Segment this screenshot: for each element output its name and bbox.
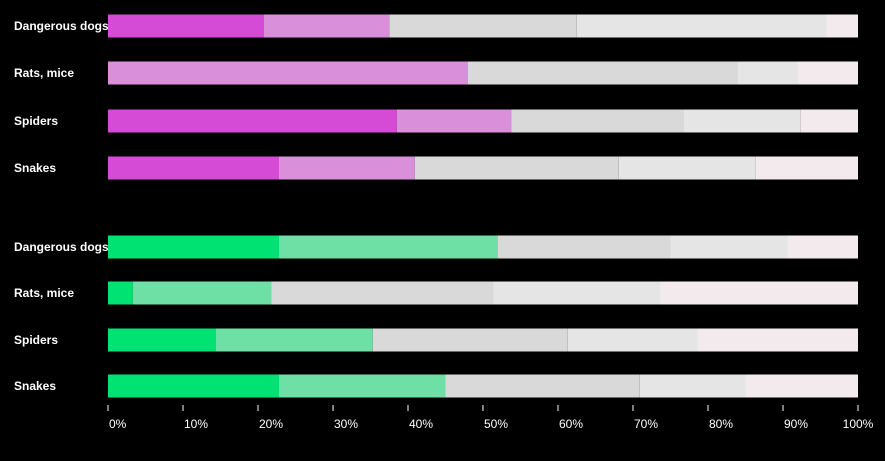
bar-segment <box>639 374 746 398</box>
category-label: Dangerous dogs <box>14 19 109 33</box>
x-tick-label: 50% <box>484 417 508 431</box>
x-tick-label: 10% <box>184 417 208 431</box>
bar-segment <box>279 374 446 398</box>
bar-segment <box>567 328 698 352</box>
category-label: Rats, mice <box>14 66 74 80</box>
bar-segment <box>511 109 684 133</box>
x-tick-label: 60% <box>559 417 583 431</box>
bar-segment <box>660 281 858 305</box>
bar-segment <box>108 235 279 259</box>
bar-segment <box>396 109 512 133</box>
bar-segment <box>108 281 133 305</box>
x-tick-label: 30% <box>334 417 358 431</box>
x-tick-label: 80% <box>709 417 733 431</box>
category-label: Snakes <box>14 379 56 393</box>
bar-segment <box>826 14 858 38</box>
x-tick-label: 40% <box>409 417 433 431</box>
bar-segment <box>798 61 858 85</box>
x-tick-label: 100% <box>843 417 874 431</box>
bar-segment <box>279 156 415 180</box>
x-tick-label: 70% <box>634 417 658 431</box>
bar-segment <box>800 109 858 133</box>
bar-segment <box>745 374 858 398</box>
bar-segment <box>108 109 397 133</box>
x-tick-label: 0% <box>109 417 127 431</box>
bar-segment <box>108 374 279 398</box>
bar-segment <box>132 281 272 305</box>
bar-segment <box>271 281 494 305</box>
bar-segment <box>389 14 577 38</box>
bar-segment <box>279 235 498 259</box>
bar-segment <box>445 374 640 398</box>
category-label: Snakes <box>14 161 56 175</box>
bar-segment <box>108 14 264 38</box>
bar-segment <box>414 156 619 180</box>
bar-segment <box>618 156 756 180</box>
bar-segment <box>738 61 798 85</box>
bar-segment <box>468 61 738 85</box>
bar-segment <box>108 156 279 180</box>
bar-segment <box>108 328 216 352</box>
category-label: Spiders <box>14 114 58 128</box>
bar-segment <box>684 109 801 133</box>
x-tick-label: 20% <box>259 417 283 431</box>
bar-segment <box>372 328 568 352</box>
category-label: Spiders <box>14 333 58 347</box>
category-label: Dangerous dogs <box>14 240 109 254</box>
bar-segment <box>697 328 858 352</box>
bar-segment <box>787 235 858 259</box>
bar-segment <box>755 156 858 180</box>
bar-segment <box>493 281 660 305</box>
bar-segment <box>576 14 827 38</box>
bar-segment <box>670 235 788 259</box>
x-tick-label: 90% <box>784 417 808 431</box>
category-label: Rats, mice <box>14 286 74 300</box>
bar-segment <box>264 14 390 38</box>
bar-segment <box>108 61 468 85</box>
bar-segment <box>497 235 671 259</box>
bar-segment <box>216 328 373 352</box>
